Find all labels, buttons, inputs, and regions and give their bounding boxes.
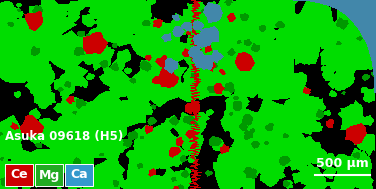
FancyBboxPatch shape xyxy=(35,164,63,186)
Text: Asuka 09618 (H5): Asuka 09618 (H5) xyxy=(5,130,123,143)
Text: Mg: Mg xyxy=(38,169,60,181)
FancyBboxPatch shape xyxy=(65,164,93,186)
Text: Ca: Ca xyxy=(70,169,88,181)
Text: 500 μm: 500 μm xyxy=(316,157,369,170)
FancyBboxPatch shape xyxy=(5,164,33,186)
Text: Ce: Ce xyxy=(10,169,28,181)
